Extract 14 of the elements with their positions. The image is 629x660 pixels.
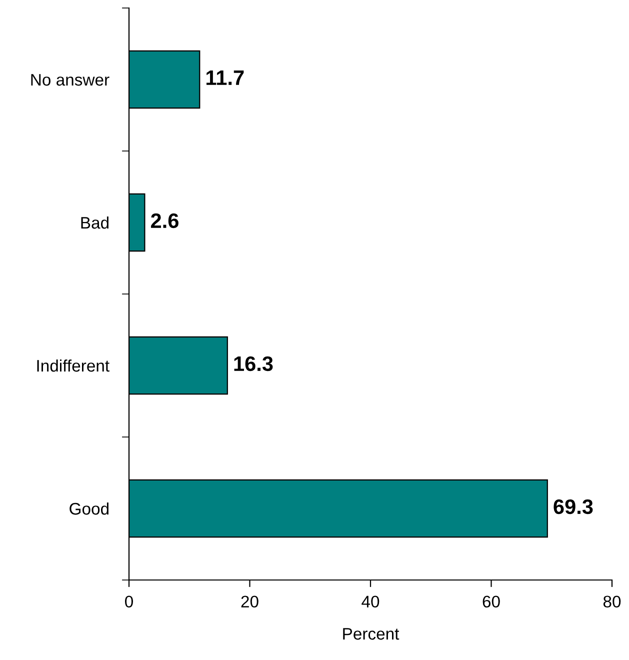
y-tick-label: Indifferent bbox=[37, 359, 110, 372]
data-label: 69.3 bbox=[554, 499, 593, 514]
x-tick-label: 20 bbox=[241, 596, 258, 608]
x-tick-label: 60 bbox=[482, 596, 500, 608]
data-label: 16.3 bbox=[234, 356, 273, 372]
data-label: 11.7 bbox=[206, 70, 244, 85]
x-tick-label: 80 bbox=[603, 596, 621, 608]
x-axis-title: Percent bbox=[343, 628, 400, 640]
y-tick-label: No answer bbox=[31, 74, 110, 86]
y-tick-label: Good bbox=[70, 502, 108, 515]
x-tick-label: 40 bbox=[362, 596, 380, 608]
y-tick-label: Bad bbox=[81, 216, 108, 229]
data-label: 2.6 bbox=[150, 213, 178, 228]
x-tick-label: 0 bbox=[125, 596, 133, 608]
